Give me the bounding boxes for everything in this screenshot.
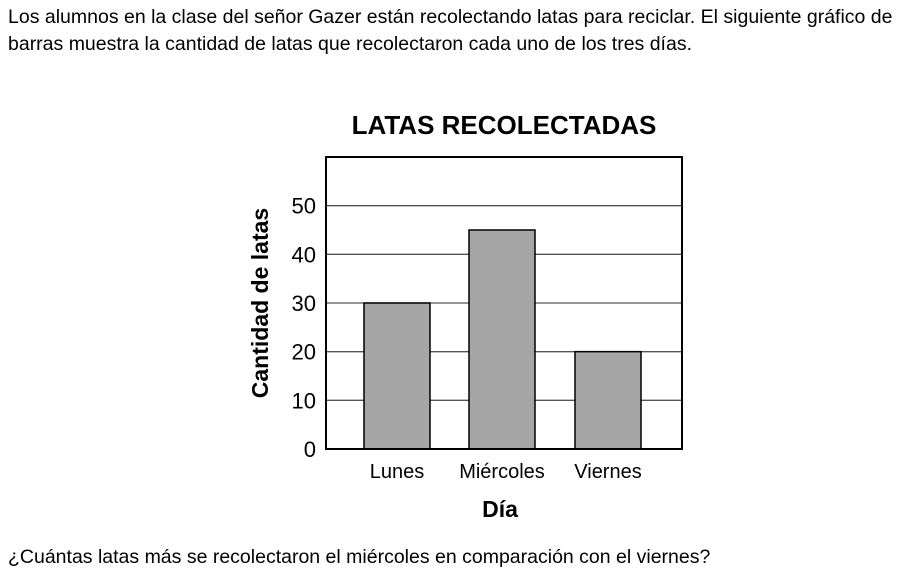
y-tick-label: 50 [292, 194, 316, 219]
bar-lunes [363, 302, 431, 450]
y-axis-label: Cantidad de latas [247, 208, 273, 398]
intro-text: Los alumnos en la clase del señor Gazer … [8, 6, 893, 55]
y-tick-label: 10 [292, 388, 316, 413]
y-tick-label: 30 [292, 291, 316, 316]
y-tick-label: 20 [292, 340, 316, 365]
bar-miércoles [468, 229, 536, 450]
question-text: ¿Cuántas latas más se recolectaron el mi… [8, 546, 711, 568]
plot-frame [325, 156, 683, 450]
chart-title: LATAS RECOLECTADAS [352, 110, 657, 140]
y-tick-label: 40 [292, 242, 316, 267]
bar-viernes [574, 350, 642, 450]
x-tick-label: Miércoles [459, 461, 545, 483]
x-tick-label: Lunes [370, 461, 425, 483]
x-axis-label: Día [482, 496, 518, 522]
x-tick-label: Viernes [574, 461, 641, 483]
y-tick-label: 0 [304, 437, 316, 462]
